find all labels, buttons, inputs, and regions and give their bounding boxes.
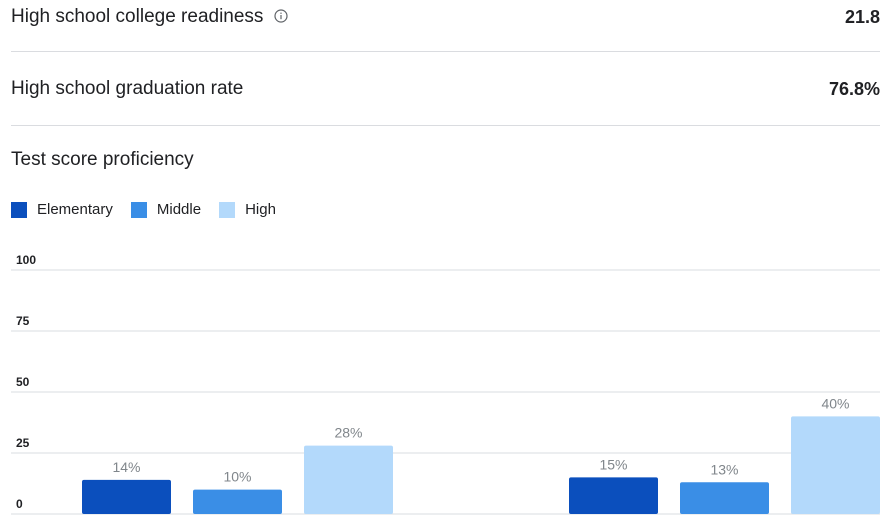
bar-high (304, 445, 393, 514)
data-label: 40% (821, 395, 849, 411)
bar-middle (680, 482, 769, 514)
legend-swatch-high (219, 201, 236, 218)
y-tick-label: 25 (16, 436, 30, 450)
y-tick-label: 75 (16, 314, 30, 328)
college-readiness-label: High school college readiness (11, 6, 264, 27)
legend-label-high: High (245, 201, 276, 218)
divider (11, 125, 880, 126)
graduation-rate-row: High school graduation rate 76.8% (11, 74, 880, 104)
bar-middle (193, 489, 282, 514)
college-readiness-label-wrap: High school college readiness (11, 6, 289, 28)
y-tick-label: 0 (16, 497, 23, 511)
college-readiness-row: High school college readiness 21.8 (11, 2, 880, 32)
legend-item-middle: Middle (130, 201, 202, 218)
graduation-rate-label: High school graduation rate (11, 78, 244, 99)
y-tick-label: 50 (16, 375, 30, 389)
legend-item-high: High (219, 201, 276, 218)
y-tick-label: 100 (16, 253, 36, 267)
legend-label-elementary: Elementary (37, 201, 113, 218)
legend-swatch-middle (130, 201, 147, 218)
divider (11, 51, 880, 52)
data-label: 13% (710, 461, 738, 477)
graduation-rate-value: 76.8% (828, 78, 880, 99)
bar-elementary (569, 477, 658, 514)
legend-swatch-elementary (11, 201, 27, 218)
info-icon[interactable] (274, 9, 289, 23)
data-label: 10% (223, 469, 251, 485)
bar-elementary (82, 479, 171, 514)
legend-label-middle: Middle (156, 201, 202, 218)
college-readiness-value: 21.8 (844, 6, 880, 27)
data-label: 14% (112, 459, 140, 475)
legend-item-elementary: Elementary (11, 201, 113, 218)
bar-high (791, 416, 880, 514)
test-score-title: Test score proficiency (11, 149, 194, 170)
data-label: 15% (599, 456, 627, 472)
test-score-chart: 0 25 50 75 100 14% 15% 10% 13% 28% 40% (11, 253, 880, 515)
chart-legend: Elementary Middle High (11, 201, 294, 218)
data-label: 28% (334, 425, 362, 441)
